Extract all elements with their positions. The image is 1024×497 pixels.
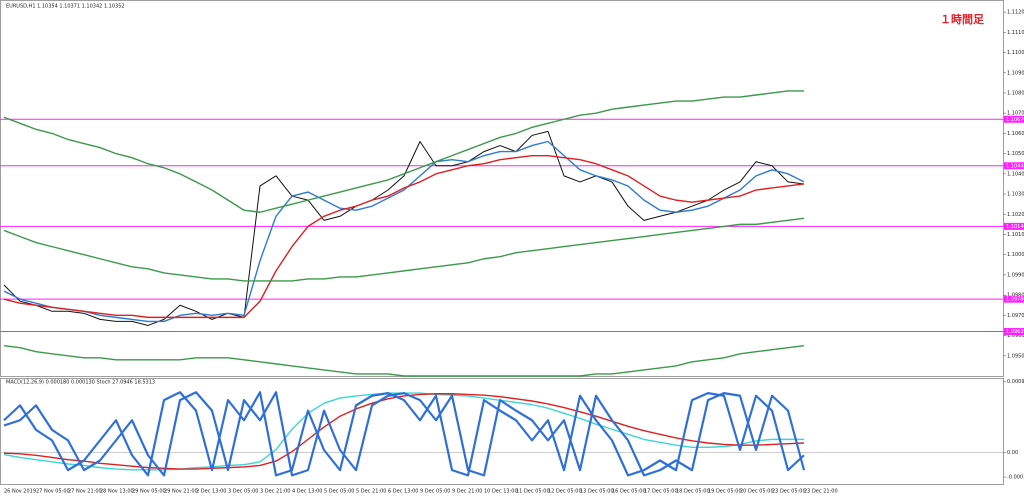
x-tick-label: 13 Dec 05:00 xyxy=(580,489,614,495)
x-tick-label: 6 Dec 13:00 xyxy=(388,489,418,495)
y-tick-label: 1.09600 xyxy=(1007,333,1024,339)
macd-frame xyxy=(0,378,1004,485)
y-tick-label: 1.10200 xyxy=(1007,212,1024,218)
x-tick-label: 11 Dec 05:00 xyxy=(516,489,550,495)
y-tick-label: 0.000980 xyxy=(1007,379,1024,385)
y-tick-label: 1.10700 xyxy=(1007,111,1024,117)
x-tick-label: 5 Dec 21:00 xyxy=(356,489,386,495)
y-tick-label: 1.10300 xyxy=(1007,192,1024,198)
level-label: 1.09780 xyxy=(1006,297,1024,303)
x-tick-label: 23 Dec 05:00 xyxy=(772,489,806,495)
series-line xyxy=(3,393,805,470)
level-label: 1.09620 xyxy=(1006,329,1024,335)
level-tag xyxy=(1004,295,1024,303)
y-tick-label: 1.10100 xyxy=(1007,232,1024,238)
y-tick-label: 1.11100 xyxy=(1007,30,1024,36)
level-label: 1.10140 xyxy=(1006,224,1024,230)
series-line xyxy=(3,140,805,323)
level-tag xyxy=(1004,162,1024,170)
x-tick-label: 3 Dec 21:00 xyxy=(260,489,290,495)
x-tick-label: 26 Nov 2019 xyxy=(4,489,36,495)
series-line xyxy=(3,391,805,477)
x-tick-label: 10 Dec 13:00 xyxy=(484,489,518,495)
x-tick-label: 3 Dec 05:00 xyxy=(228,489,258,495)
macd-title: MACD(12,26,9) 0.000180 0.000130 Stoch 27… xyxy=(6,380,155,386)
annotation: １時間足 xyxy=(940,12,985,26)
y-tick-label: -0.000340 xyxy=(1007,475,1024,481)
x-tick-label: 28 Nov 13:00 xyxy=(100,489,134,495)
x-tick-label: 5 Dec 05:00 xyxy=(324,489,354,495)
y-tick-label: 1.09700 xyxy=(1007,313,1024,319)
level-label: 1.10440 xyxy=(1006,163,1024,169)
series-line xyxy=(3,90,804,213)
series-line xyxy=(3,217,805,282)
x-tick-label: 12 Dec 05:00 xyxy=(548,489,582,495)
x-tick-label: 17 Dec 05:00 xyxy=(644,489,678,495)
y-tick-label: 1.10600 xyxy=(1007,131,1024,137)
x-tick-label: 16 Dec 05:00 xyxy=(612,489,646,495)
series-line xyxy=(3,344,805,377)
y-tick-label: 1.09800 xyxy=(1007,293,1024,299)
series-line xyxy=(3,391,806,477)
y-tick-label: 1.10900 xyxy=(1007,70,1024,76)
chart-title: EURUSD,H1 1.10354 1.10371 1.10342 1.1035… xyxy=(6,4,125,10)
x-tick-label: 4 Dec 13:00 xyxy=(292,489,322,495)
x-tick-label: 9 Dec 05:00 xyxy=(420,489,450,495)
x-tick-label: 29 Nov 21:00 xyxy=(164,489,198,495)
y-tick-label: 1.09500 xyxy=(1007,353,1024,359)
x-tick-label: 29 Nov 05:00 xyxy=(132,489,166,495)
level-tag xyxy=(1004,222,1024,230)
x-tick-label: 9 Dec 21:00 xyxy=(452,489,482,495)
x-tick-label: 23 Dec 21:00 xyxy=(804,489,838,495)
x-tick-label: 19 Dec 05:00 xyxy=(708,489,742,495)
x-tick-label: 27 Nov 05:00 xyxy=(36,489,70,495)
y-tick-label: 1.10800 xyxy=(1007,90,1024,96)
level-label: 1.10670 xyxy=(1006,117,1024,123)
y-tick-label: 1.11200 xyxy=(1007,10,1024,16)
y-tick-label: 0.00 xyxy=(1007,450,1018,456)
y-tick-label: 1.09900 xyxy=(1007,272,1024,278)
level-tag xyxy=(1004,115,1024,123)
x-tick-label: 2 Dec 13:00 xyxy=(196,489,226,495)
level-tag xyxy=(1004,328,1024,336)
y-tick-label: 1.10500 xyxy=(1007,151,1024,157)
y-tick-label: 1.10400 xyxy=(1007,171,1024,177)
x-tick-label: 20 Dec 05:00 xyxy=(740,489,774,495)
y-tick-label: 1.11000 xyxy=(1007,50,1024,56)
series-line xyxy=(3,130,805,326)
series-line xyxy=(3,154,805,319)
x-tick-label: 18 Dec 05:00 xyxy=(676,489,710,495)
y-tick-label: 1.10000 xyxy=(1007,252,1024,258)
x-tick-label: 27 Nov 21:00 xyxy=(68,489,102,495)
